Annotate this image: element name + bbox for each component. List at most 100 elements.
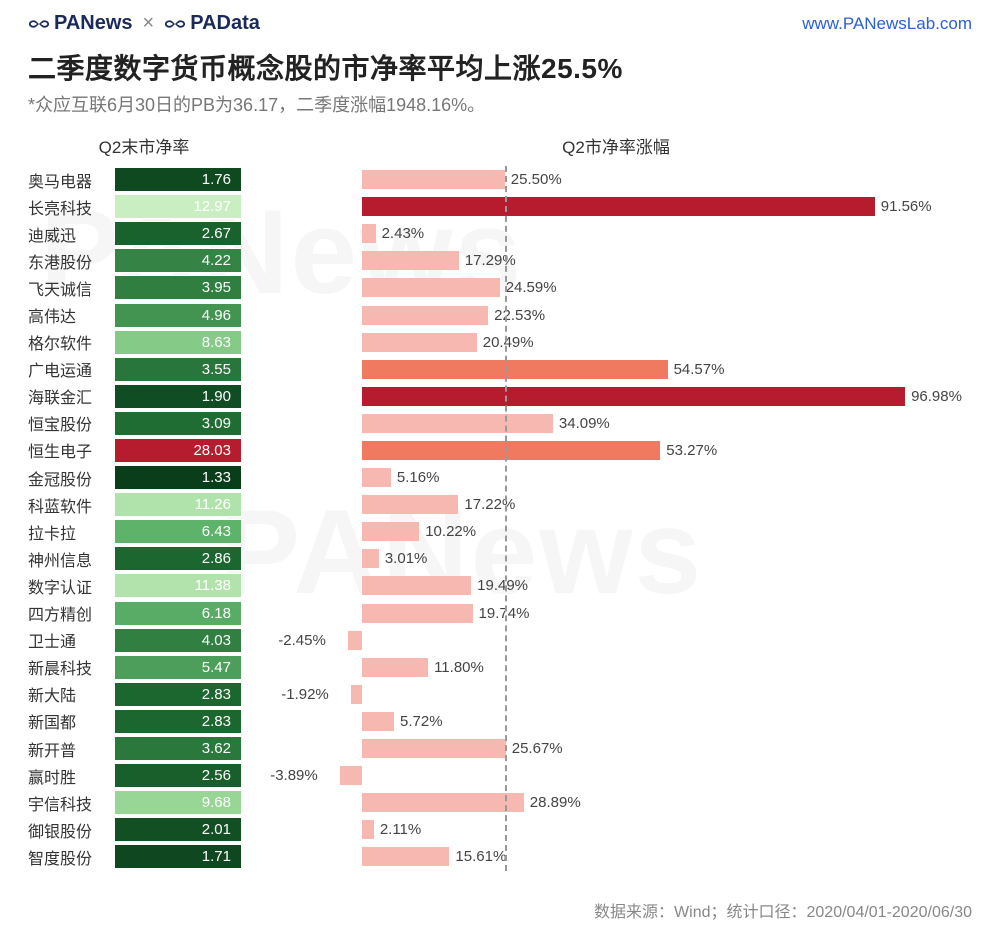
change-bar [362, 576, 471, 595]
change-label: 91.56% [881, 194, 932, 219]
change-bar [362, 820, 374, 839]
table-row: 宇信科技9.68 28.89% [28, 789, 972, 816]
site-url: www.PANewsLab.com [802, 14, 972, 34]
row-label: 恒宝股份 [28, 411, 114, 435]
change-label: 22.53% [494, 303, 545, 328]
bar-area: 25.50% [262, 167, 972, 192]
row-label: 高伟达 [28, 303, 114, 327]
main-title: 二季度数字货币概念股的市净率平均上涨25.5% [28, 47, 972, 87]
change-bar [362, 793, 524, 812]
change-label: 17.29% [465, 248, 516, 273]
change-bar [362, 712, 394, 731]
change-label: 15.61% [455, 844, 506, 869]
table-row: 御银股份2.01 2.11% [28, 816, 972, 843]
change-label: 11.80% [434, 655, 484, 680]
change-bar [362, 333, 477, 352]
table-row: 新大陆2.83-1.92% [28, 681, 972, 708]
table-row: 东港股份4.22 17.29% [28, 247, 972, 274]
change-label: 5.16% [397, 465, 440, 490]
pb-cell: 4.96 [114, 303, 242, 328]
change-bar [362, 360, 668, 379]
row-label: 卫士通 [28, 628, 114, 652]
row-label: 数字认证 [28, 574, 114, 598]
table-row: 卫士通4.03-2.45% [28, 627, 972, 654]
change-bar [362, 197, 875, 216]
pb-cell: 4.22 [114, 248, 242, 273]
change-label: 10.22% [425, 519, 476, 544]
row-label: 宇信科技 [28, 791, 114, 815]
brand2-text: PAData [190, 12, 260, 35]
pb-cell: 5.47 [114, 655, 242, 680]
bar-area: 3.01% [262, 546, 972, 571]
pb-cell: 8.63 [114, 330, 242, 355]
change-bar [362, 306, 488, 325]
change-label: 24.59% [506, 275, 557, 300]
change-label: 2.11% [380, 817, 421, 842]
bar-area: 24.59% [262, 275, 972, 300]
pb-cell: 11.26 [114, 492, 242, 517]
bar-area: 2.11% [262, 817, 972, 842]
change-bar [362, 278, 500, 297]
row-label: 飞天诚信 [28, 276, 114, 300]
change-bar [362, 414, 553, 433]
change-label: 96.98% [911, 384, 962, 409]
table-row: 飞天诚信3.9524.59% [28, 274, 972, 301]
pb-cell: 2.01 [114, 817, 242, 842]
row-label: 智度股份 [28, 845, 114, 869]
table-row: 新国都2.835.72% [28, 708, 972, 735]
change-bar [351, 685, 362, 704]
bar-area: 53.27% [262, 438, 972, 463]
bar-area: 28.89% [262, 790, 972, 815]
pb-cell: 12.97 [114, 194, 242, 219]
bar-area: 10.22% [262, 519, 972, 544]
table-row: 四方精创6.1819.74% [28, 600, 972, 627]
change-label: 20.49% [483, 330, 534, 355]
change-label: 25.67% [512, 736, 563, 761]
row-label: 拉卡拉 [28, 520, 114, 544]
row-label: 海联金汇 [28, 384, 114, 408]
row-label: 东港股份 [28, 249, 114, 273]
bar-area: -1.92% [262, 682, 972, 707]
table-row: 恒生电子28.0353.27% [28, 437, 972, 464]
brand1-text: PANews [54, 12, 133, 35]
bar-area: 5.72% [262, 709, 972, 734]
pb-cell: 11.38 [114, 573, 242, 598]
bar-area: 20.49% [262, 330, 972, 355]
table-row: 海联金汇1.9096.98% [28, 383, 972, 410]
bar-area: 5.16% [262, 465, 972, 490]
change-bar [348, 631, 362, 650]
header-change: Q2市净率涨幅 [260, 133, 972, 158]
row-label: 新大陆 [28, 682, 114, 706]
brand-block: PANews × PAData [28, 12, 260, 35]
change-label: 25.50% [511, 167, 562, 192]
table-row: 智度股份1.7115.61% [28, 843, 972, 870]
bar-area: 34.09% [262, 411, 972, 436]
padata-logo: PAData [164, 12, 260, 35]
row-label: 新晨科技 [28, 655, 114, 679]
avg-reference-line [505, 166, 507, 871]
table-row: 科蓝软件11.2617.22% [28, 491, 972, 518]
row-label: 格尔软件 [28, 330, 114, 354]
change-label: 54.57% [674, 357, 725, 382]
bar-area: 11.80% [262, 655, 972, 680]
bar-area: 17.29% [262, 248, 972, 273]
change-bar [362, 658, 428, 677]
pb-cell: 9.68 [114, 790, 242, 815]
table-row: 广电运通3.5554.57% [28, 356, 972, 383]
pb-cell: 6.18 [114, 601, 242, 626]
table-row: 恒宝股份3.0934.09% [28, 410, 972, 437]
row-label: 御银股份 [28, 818, 114, 842]
pb-cell: 1.33 [114, 465, 242, 490]
change-label: -2.45% [278, 628, 326, 653]
pb-cell: 2.56 [114, 763, 242, 788]
change-label: 5.72% [400, 709, 443, 734]
pb-cell: 6.43 [114, 519, 242, 544]
table-row: 奥马电器1.7625.50% [28, 166, 972, 193]
change-label: 19.49% [477, 573, 528, 598]
change-bar [362, 251, 459, 270]
change-bar [362, 739, 506, 758]
change-bar [362, 604, 473, 623]
row-label: 长亮科技 [28, 195, 114, 219]
row-label: 广电运通 [28, 357, 114, 381]
change-label: -3.89% [270, 763, 318, 788]
